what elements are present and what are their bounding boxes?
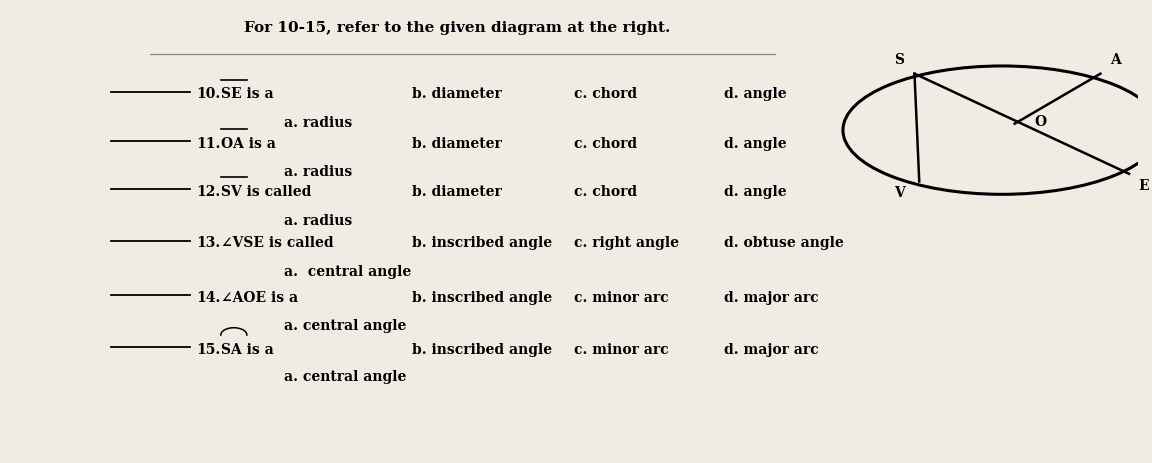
Text: d. major arc: d. major arc xyxy=(723,290,818,304)
Text: SV is called: SV is called xyxy=(221,185,311,199)
Text: ∠VSE is called: ∠VSE is called xyxy=(221,236,333,250)
Text: d. obtuse angle: d. obtuse angle xyxy=(723,236,843,250)
Text: b. inscribed angle: b. inscribed angle xyxy=(411,290,552,304)
Text: b. diameter: b. diameter xyxy=(411,136,501,150)
Text: a. central angle: a. central angle xyxy=(285,318,407,332)
Text: d. angle: d. angle xyxy=(723,88,787,101)
Text: 11.: 11. xyxy=(196,136,220,150)
Text: 10.: 10. xyxy=(196,88,220,101)
Text: d. angle: d. angle xyxy=(723,185,787,199)
Text: a. radius: a. radius xyxy=(285,164,353,179)
Text: 14.: 14. xyxy=(196,290,220,304)
Text: E: E xyxy=(1138,178,1150,192)
Text: b. inscribed angle: b. inscribed angle xyxy=(411,236,552,250)
Text: 13.: 13. xyxy=(196,236,220,250)
Text: S: S xyxy=(894,53,904,67)
Text: b. diameter: b. diameter xyxy=(411,185,501,199)
Text: 12.: 12. xyxy=(196,185,220,199)
Text: a. radius: a. radius xyxy=(285,116,353,130)
Text: c. right angle: c. right angle xyxy=(574,236,679,250)
Text: SA is a: SA is a xyxy=(221,342,273,356)
Text: ∠AOE is a: ∠AOE is a xyxy=(221,290,298,304)
Text: b. inscribed angle: b. inscribed angle xyxy=(411,342,552,356)
Text: c. minor arc: c. minor arc xyxy=(574,342,668,356)
Text: c. minor arc: c. minor arc xyxy=(574,290,668,304)
Text: c. chord: c. chord xyxy=(574,185,637,199)
Text: c. chord: c. chord xyxy=(574,136,637,150)
Text: OA is a: OA is a xyxy=(221,136,275,150)
Text: c. chord: c. chord xyxy=(574,88,637,101)
Text: O: O xyxy=(1034,115,1046,129)
Text: a. central angle: a. central angle xyxy=(285,369,407,383)
Text: A: A xyxy=(1111,53,1121,67)
Text: d. angle: d. angle xyxy=(723,136,787,150)
Text: For 10-15, refer to the given diagram at the right.: For 10-15, refer to the given diagram at… xyxy=(244,21,670,35)
Text: V: V xyxy=(895,186,905,200)
Text: b. diameter: b. diameter xyxy=(411,88,501,101)
Text: SE is a: SE is a xyxy=(221,88,273,101)
Text: a.  central angle: a. central angle xyxy=(285,264,411,278)
Text: a. radius: a. radius xyxy=(285,213,353,227)
Text: d. major arc: d. major arc xyxy=(723,342,818,356)
Text: 15.: 15. xyxy=(196,342,220,356)
